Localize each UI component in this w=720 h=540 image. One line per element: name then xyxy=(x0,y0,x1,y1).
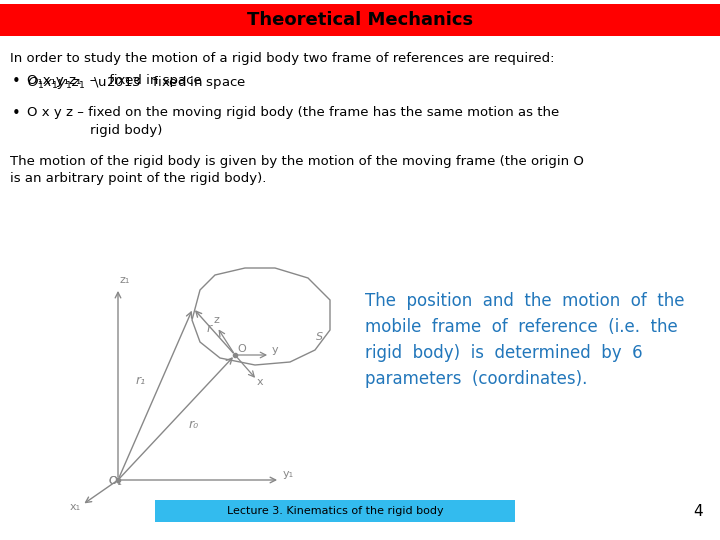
Text: O₁: O₁ xyxy=(108,476,121,486)
Text: is an arbitrary point of the rigid body).: is an arbitrary point of the rigid body)… xyxy=(10,172,266,185)
Text: •: • xyxy=(12,106,21,121)
Text: r: r xyxy=(207,322,212,335)
Text: O x y z – fixed on the moving rigid body (the frame has the same motion as the: O x y z – fixed on the moving rigid body… xyxy=(27,106,559,119)
Text: y: y xyxy=(272,345,279,355)
Text: z₁: z₁ xyxy=(120,275,130,285)
Text: y₁: y₁ xyxy=(283,469,294,479)
Polygon shape xyxy=(192,268,330,365)
Text: x₁: x₁ xyxy=(70,502,81,512)
Text: In order to study the motion of a rigid body two frame of references are require: In order to study the motion of a rigid … xyxy=(10,52,554,65)
Text: 4: 4 xyxy=(693,503,703,518)
Bar xyxy=(0,4,720,36)
Text: z: z xyxy=(213,315,219,325)
Bar xyxy=(155,500,515,522)
Text: S: S xyxy=(316,332,323,342)
Text: rigid body): rigid body) xyxy=(90,124,163,137)
Text: •: • xyxy=(12,74,21,89)
Text: Theoretical Mechanics: Theoretical Mechanics xyxy=(247,11,473,29)
Text: The  position  and  the  motion  of  the: The position and the motion of the xyxy=(365,292,685,310)
Text: The motion of the rigid body is given by the motion of the moving frame (the ori: The motion of the rigid body is given by… xyxy=(10,155,584,168)
Text: O: O xyxy=(237,344,246,354)
Text: $O_1x_1y_1z_1$  \u2013   fixed in space: $O_1x_1y_1z_1$ \u2013 fixed in space xyxy=(27,74,246,91)
Text: x: x xyxy=(257,377,264,387)
Text: rigid  body)  is  determined  by  6: rigid body) is determined by 6 xyxy=(365,344,643,362)
Text: Lecture 3. Kinematics of the rigid body: Lecture 3. Kinematics of the rigid body xyxy=(227,506,444,516)
Text: r₁: r₁ xyxy=(135,374,145,387)
Text: O₁x₁y₁z₁  –   fixed in space: O₁x₁y₁z₁ – fixed in space xyxy=(27,74,202,87)
Text: r₀: r₀ xyxy=(189,417,199,430)
Text: $O_1$: $O_1$ xyxy=(108,474,123,488)
Text: mobile  frame  of  reference  (i.e.  the: mobile frame of reference (i.e. the xyxy=(365,318,678,336)
Text: parameters  (coordinates).: parameters (coordinates). xyxy=(365,370,588,388)
